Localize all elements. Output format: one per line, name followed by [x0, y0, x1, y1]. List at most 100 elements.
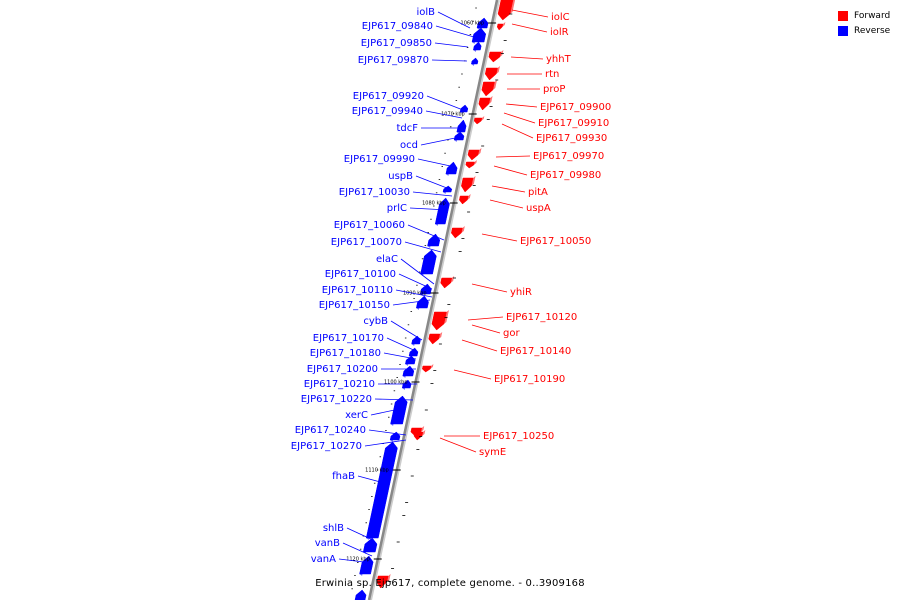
forward-gene-label-leader: [503, 112, 536, 124]
reverse-gene-label-leader: [434, 42, 469, 48]
reverse-gene-label: EJP617_10210: [304, 379, 375, 390]
forward-gene-arrow-bevel: [510, 0, 516, 14]
forward-gene-label: EJP617_09970: [533, 151, 604, 162]
forward-gene-arrow: [431, 311, 447, 331]
reverse-gene-arrow-bevel: [416, 302, 421, 310]
reverse-gene-label-leader: [370, 407, 405, 416]
reverse-gene-arrow-bevel: [366, 448, 388, 540]
reverse-gene-arrow-bevel: [443, 189, 447, 194]
reverse-gene-label: EJP617_09870: [358, 55, 429, 66]
reverse-gene-label-leader: [342, 542, 373, 557]
forward-gene-label-leader: [481, 233, 518, 242]
forward-gene-arrow: [451, 227, 463, 239]
forward-gene-label: pitA: [528, 187, 548, 198]
reverse-gene-label-leader: [435, 25, 475, 38]
reverse-gene-label-leader: [420, 136, 461, 146]
reverse-gene-label-leader: [409, 207, 449, 211]
reverse-gene-arrow-bevel: [411, 340, 415, 346]
forward-gene-label-leader: [505, 103, 538, 108]
reverse-gene-arrow-bevel: [420, 256, 427, 276]
scale-tick-label: 1100 kbp: [384, 380, 408, 386]
legend-item-forward: Forward: [838, 8, 898, 23]
forward-gene-arrow: [467, 149, 480, 161]
legend-label-reverse: Reverse: [854, 25, 891, 36]
reverse-gene-label-leader: [431, 59, 468, 62]
forward-gene-label: yhhT: [546, 54, 572, 65]
forward-gene-label: EJP617_10140: [500, 346, 571, 357]
forward-gene-arrow-bevel: [481, 116, 485, 121]
reverse-gene-label-leader: [374, 398, 414, 401]
reverse-gene-label: EJP617_09920: [353, 91, 424, 102]
reverse-gene-label: EJP617_10180: [310, 348, 381, 359]
reverse-gene-label-leader: [383, 352, 417, 360]
forward-gene-arrow-bevel: [473, 160, 477, 165]
reverse-gene-label-leader: [400, 258, 435, 285]
reverse-gene-label: tdcF: [396, 123, 418, 134]
forward-gene-label: EJP617_10050: [520, 236, 591, 247]
forward-gene-label: EJP617_10120: [506, 312, 577, 323]
reverse-gene-arrow-bevel: [390, 402, 398, 426]
reverse-gene-label-leader: [390, 320, 423, 341]
reverse-gene-label: EJP617_10150: [319, 300, 390, 311]
forward-gene-arrow: [376, 575, 389, 589]
reverse-gene-label-leader: [364, 439, 407, 447]
reverse-gene-label: EJP617_09990: [344, 154, 415, 165]
forward-gene-arrow: [428, 333, 441, 345]
reverse-gene-arrow-bevel: [402, 384, 406, 390]
legend: Forward Reverse: [838, 8, 898, 38]
reverse-gene-arrow-bevel: [477, 23, 481, 30]
reverse-gene-label-leader: [392, 299, 431, 306]
forward-gene-label-leader: [501, 123, 534, 139]
reverse-gene-label-leader: [395, 289, 433, 298]
forward-gene-label: EJP617_09980: [530, 170, 601, 181]
forward-gene-arrow-bevel: [386, 574, 391, 582]
forward-gene-arrow: [440, 277, 453, 289]
reverse-gene-arrow-bevel: [405, 360, 409, 366]
forward-gene-label: uspA: [526, 203, 551, 214]
forward-gene-label: EJP617_09930: [536, 133, 607, 144]
forward-gene-arrow-bevel: [477, 148, 482, 155]
reverse-gene-arrow-bevel: [402, 371, 407, 378]
forward-gene-label: iolR: [550, 27, 569, 38]
reverse-gene-label-leader: [386, 337, 419, 353]
reverse-gene-label: EJP617_10060: [334, 220, 405, 231]
reverse-gene-label: EJP617_10070: [331, 237, 402, 248]
reverse-gene-label: EJP617_10270: [291, 441, 362, 452]
reverse-gene-label: EJP617_09850: [361, 38, 432, 49]
reverse-gene-label-leader: [425, 110, 463, 119]
forward-gene-label-leader: [453, 369, 492, 380]
genome-caption: Erwinia sp. Ejp617, complete genome. - 0…: [315, 578, 585, 589]
reverse-gene-label-leader: [415, 175, 453, 191]
forward-gene-label-leader: [511, 9, 549, 18]
forward-gene-label: EJP617_10190: [494, 374, 565, 385]
reverse-gene-label: vanA: [311, 554, 336, 565]
reverse-gene-label-leader: [407, 224, 445, 241]
forward-gene-arrow: [461, 177, 474, 193]
reverse-gene-label: EJP617_10240: [295, 425, 366, 436]
forward-gene-arrow-bevel: [461, 226, 465, 233]
forward-gene-label-leader: [511, 23, 548, 33]
reverse-gene-label-leader: [338, 558, 373, 564]
forward-swatch: [838, 10, 848, 21]
reverse-gene-arrow-bevel: [445, 168, 450, 176]
reverse-gene-label-leader: [404, 241, 442, 253]
reverse-gene-arrow-bevel: [420, 289, 424, 296]
forward-gene-arrow: [473, 117, 483, 125]
scale-tick-label: 1120 kbp: [346, 557, 370, 563]
forward-gene-arrow-bevel: [443, 310, 449, 324]
reverse-gene-label-leader: [346, 527, 374, 541]
forward-gene-label: EJP617_09910: [538, 118, 609, 129]
forward-gene-label-leader: [471, 283, 508, 293]
reverse-gene-label: iolB: [416, 7, 435, 18]
forward-gene-arrow: [496, 23, 504, 31]
reverse-gene-arrow-bevel: [363, 544, 368, 554]
reverse-gene-label: prlC: [387, 203, 407, 214]
forward-gene-label-leader: [439, 437, 477, 453]
forward-gene-label-leader: [510, 56, 544, 60]
reverse-gene-arrow-bevel: [355, 595, 359, 600]
reverse-gene-arrow-bevel: [359, 562, 365, 576]
reverse-swatch: [838, 25, 848, 36]
forward-gene-arrow-bevel: [422, 430, 426, 436]
forward-gene-label: symE: [479, 447, 506, 458]
